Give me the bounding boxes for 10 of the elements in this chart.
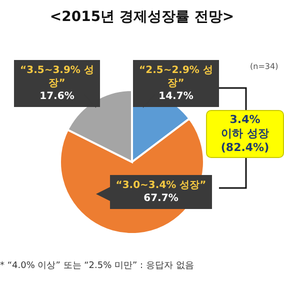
slice-label: “2.5~2.9% 성장” [138, 64, 214, 90]
chart-title: <2015년 경제성장률 전망> [48, 8, 236, 26]
slice-label: “3.0~3.4% 성장” [114, 179, 208, 192]
text: (n=34) [250, 62, 278, 71]
slice-label: “3.5~3.9% 성장” [19, 64, 95, 90]
data-label: 17.6% [38, 90, 76, 103]
data-label: 67.7% [142, 192, 180, 205]
text: * “4.0% 이상” 또는 “2.5% 미만” : 응답자 없음 [0, 260, 194, 272]
data-label: 14.7% [158, 90, 194, 103]
text: 3.4% 이하 성장 (82.4%) [206, 110, 284, 158]
